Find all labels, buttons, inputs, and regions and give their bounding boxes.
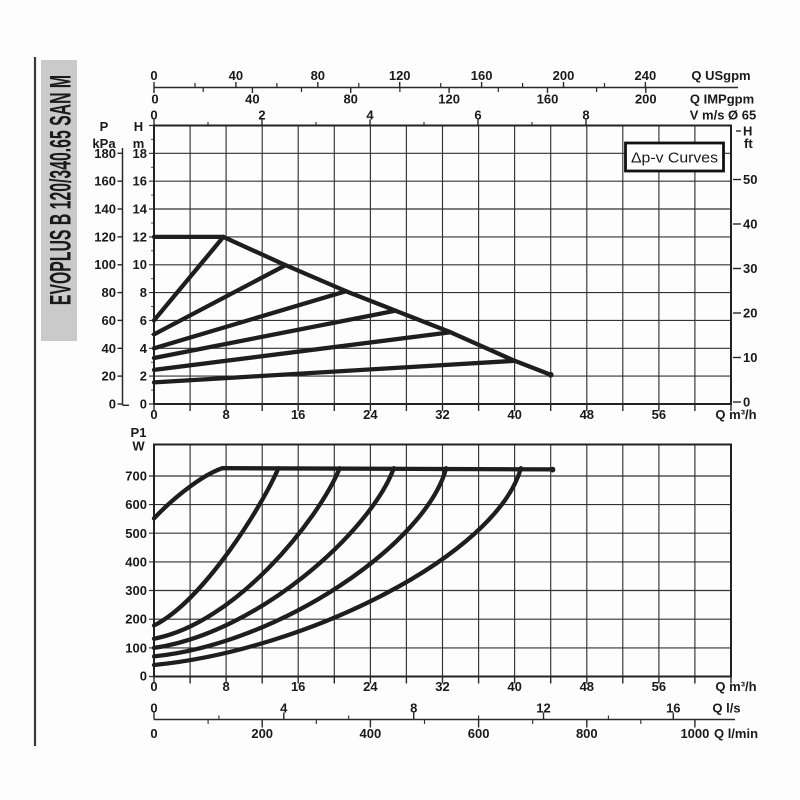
svg-text:0: 0 (743, 395, 750, 410)
svg-text:14: 14 (133, 202, 148, 217)
svg-text:Q m³/h: Q m³/h (715, 407, 756, 422)
svg-text:120: 120 (94, 229, 116, 244)
svg-text:H: H (134, 119, 143, 134)
svg-text:700: 700 (125, 469, 147, 484)
svg-text:300: 300 (125, 583, 147, 598)
svg-text:16: 16 (291, 679, 305, 694)
svg-text:140: 140 (94, 202, 116, 217)
svg-text:1000: 1000 (680, 726, 709, 741)
svg-text:10: 10 (743, 350, 757, 365)
svg-text:m: m (133, 136, 145, 151)
svg-text:120: 120 (438, 91, 460, 106)
svg-text:8: 8 (222, 679, 229, 694)
svg-text:400: 400 (125, 554, 147, 569)
svg-text:4: 4 (140, 341, 148, 356)
svg-text:48: 48 (580, 407, 594, 422)
svg-text:100: 100 (125, 640, 147, 655)
svg-text:40: 40 (229, 68, 243, 83)
svg-text:24: 24 (363, 679, 378, 694)
svg-text:12: 12 (133, 229, 147, 244)
svg-text:0: 0 (150, 68, 157, 83)
svg-text:120: 120 (389, 68, 411, 83)
svg-text:80: 80 (311, 68, 325, 83)
svg-text:80: 80 (343, 91, 357, 106)
svg-text:200: 200 (635, 91, 657, 106)
svg-text:Q l/min: Q l/min (714, 726, 758, 741)
svg-text:200: 200 (553, 68, 575, 83)
svg-text:12: 12 (536, 701, 550, 716)
svg-text:6: 6 (140, 313, 147, 328)
svg-text:20: 20 (743, 306, 757, 321)
svg-text:8: 8 (140, 285, 147, 300)
svg-text:W: W (132, 439, 145, 454)
svg-text:40: 40 (507, 407, 521, 422)
svg-text:4: 4 (280, 701, 288, 716)
svg-text:600: 600 (125, 497, 147, 512)
svg-text:0: 0 (140, 397, 147, 412)
svg-text:160: 160 (471, 68, 493, 83)
svg-text:0: 0 (150, 407, 157, 422)
svg-text:200: 200 (251, 726, 273, 741)
svg-text:240: 240 (635, 68, 657, 83)
svg-text:Δp-v Curves: Δp-v Curves (631, 150, 718, 167)
svg-text:32: 32 (435, 679, 449, 694)
svg-text:2: 2 (140, 369, 147, 384)
svg-text:6: 6 (474, 107, 481, 122)
svg-text:0: 0 (150, 679, 157, 694)
svg-text:32: 32 (435, 407, 449, 422)
svg-text:48: 48 (580, 679, 594, 694)
svg-text:Q IMPgpm: Q IMPgpm (690, 91, 754, 106)
svg-text:0: 0 (150, 726, 157, 741)
svg-text:16: 16 (666, 701, 680, 716)
svg-text:P1: P1 (131, 425, 147, 440)
svg-text:4: 4 (366, 107, 374, 122)
svg-text:800: 800 (576, 726, 598, 741)
svg-text:0: 0 (140, 669, 147, 684)
svg-text:160: 160 (94, 174, 116, 189)
svg-text:180: 180 (94, 146, 116, 161)
svg-text:16: 16 (291, 407, 305, 422)
svg-text:8: 8 (410, 701, 417, 716)
svg-text:kPa: kPa (92, 136, 116, 151)
svg-text:8: 8 (582, 107, 589, 122)
svg-text:40: 40 (507, 679, 521, 694)
svg-text:2: 2 (258, 107, 265, 122)
svg-text:8: 8 (222, 407, 229, 422)
svg-text:60: 60 (102, 313, 116, 328)
svg-text:56: 56 (652, 407, 666, 422)
svg-text:Q m³/h: Q m³/h (715, 679, 756, 694)
svg-text:40: 40 (743, 217, 757, 232)
svg-text:500: 500 (125, 526, 147, 541)
svg-text:80: 80 (102, 285, 116, 300)
svg-text:200: 200 (125, 612, 147, 627)
svg-text:50: 50 (743, 172, 757, 187)
svg-text:56: 56 (652, 679, 666, 694)
svg-text:0: 0 (150, 107, 157, 122)
svg-text:ft: ft (744, 136, 753, 151)
svg-text:0: 0 (150, 701, 157, 716)
svg-text:40: 40 (102, 341, 116, 356)
svg-text:P: P (100, 119, 109, 134)
svg-text:Q l/s: Q l/s (712, 701, 740, 716)
svg-text:160: 160 (537, 91, 559, 106)
svg-text:16: 16 (133, 174, 147, 189)
svg-text:EVOPLUS B 120/340.65 SAN M: EVOPLUS B 120/340.65 SAN M (44, 75, 78, 305)
svg-text:Q USgpm: Q USgpm (691, 68, 750, 83)
svg-text:24: 24 (363, 407, 378, 422)
svg-text:40: 40 (245, 91, 259, 106)
svg-text:20: 20 (102, 369, 116, 384)
svg-text:H: H (743, 124, 752, 139)
svg-text:30: 30 (743, 261, 757, 276)
svg-text:0: 0 (151, 91, 158, 106)
svg-text:600: 600 (468, 726, 490, 741)
svg-text:18: 18 (133, 146, 147, 161)
svg-text:100: 100 (94, 257, 116, 272)
svg-text:0: 0 (109, 397, 116, 412)
svg-text:400: 400 (360, 726, 382, 741)
svg-text:10: 10 (133, 257, 147, 272)
svg-text:V m/s Ø 65: V m/s Ø 65 (690, 107, 756, 122)
